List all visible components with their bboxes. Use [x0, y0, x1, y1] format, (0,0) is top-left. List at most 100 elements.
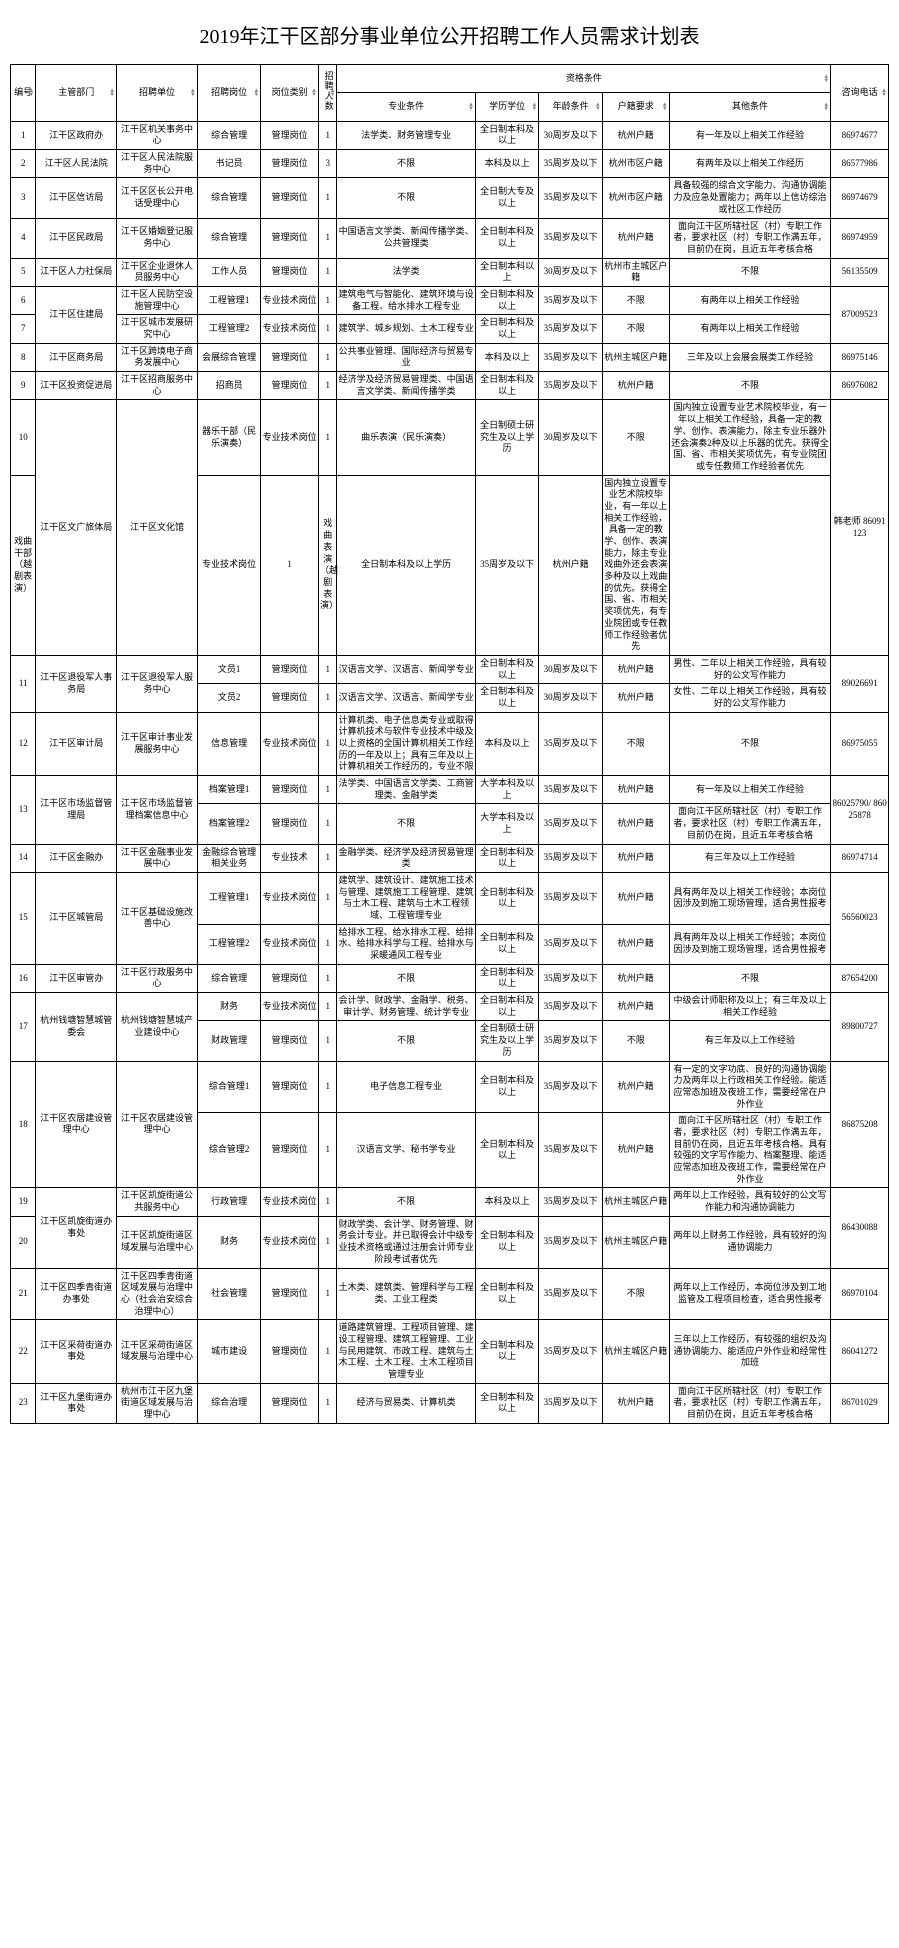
cell-position: 工作人员: [197, 258, 260, 286]
cell-edu: 全日制本科及以上: [475, 286, 538, 314]
cell-count: 1: [319, 1216, 337, 1268]
cell-category: 专业技术岗位: [261, 712, 319, 775]
cell-unit: 江干区人民防空设施管理中心: [117, 286, 198, 314]
cell-edu: 全日制大专及以上: [475, 178, 538, 218]
cell-tel: 86430088: [831, 1188, 889, 1268]
cell-other: 具有两年及以上相关工作经验；本岗位因涉及到施工现场管理，适合男性报考: [669, 872, 831, 924]
cell-num: 6: [11, 286, 36, 314]
cell-num: 17: [11, 993, 36, 1061]
cell-category: 管理岗位: [261, 684, 319, 712]
cell-dept: 江干区金融办: [36, 844, 117, 872]
cell-unit: 江干区文化馆: [117, 400, 198, 655]
cell-edu: 本科及以上: [475, 343, 538, 371]
cell-other: 两年以上工作经验，具有较好的公文写作能力和沟通协调能力: [669, 1188, 831, 1216]
cell-age: 35周岁及以下: [539, 286, 602, 314]
cell-tel: 86974714: [831, 844, 889, 872]
cell-position: 财政管理: [197, 1021, 260, 1061]
cell-count: 1: [319, 872, 337, 924]
cell-num: 3: [11, 178, 36, 218]
cell-tel: 86974959: [831, 218, 889, 258]
cell-position: 综合管理: [197, 964, 260, 992]
cell-edu: 全日制本科及以上: [475, 372, 538, 400]
col-tel[interactable]: 咨询电话▲▼: [831, 65, 889, 122]
cell-tel: 86975146: [831, 343, 889, 371]
table-head: 编号▲▼ 主管部门▲▼ 招聘单位▲▼ 招聘岗位▲▼ 岗位类别▲▼ 招聘人数▲▼ …: [11, 65, 889, 122]
col-edu[interactable]: 学历学位▲▼: [475, 93, 538, 121]
cell-position: 社会管理: [197, 1268, 260, 1320]
cell-huji: 杭州户籍: [602, 372, 669, 400]
col-count[interactable]: 招聘人数▲▼: [319, 65, 337, 122]
cell-num: 2: [11, 150, 36, 178]
cell-edu: 全日制硕士研究生及以上学历: [475, 1021, 538, 1061]
cell-num: 13: [11, 776, 36, 844]
cell-num: 18: [11, 1061, 36, 1188]
cell-other: 有一定的文字功底、良好的沟通协调能力及两年以上行政相关工作经验。能适应常态加班及…: [669, 1061, 831, 1113]
cell-major: 不限: [337, 1188, 475, 1216]
cell-num: 12: [11, 712, 36, 775]
cell-other: 面向江干区所辖社区（村）专职工作者，要求社区（村）专职工作满五年，目前仍在岗，且…: [669, 804, 831, 844]
cell-age: 35周岁及以下: [539, 150, 602, 178]
cell-dept: 江干区审计局: [36, 712, 117, 775]
cell-tel: 56135509: [831, 258, 889, 286]
col-unit[interactable]: 招聘单位▲▼: [117, 65, 198, 122]
cell-major: 建筑学、建筑设计、建筑施工技术与管理、建筑施工工程管理、建筑与土木工程、建筑与土…: [337, 872, 475, 924]
table-row: 21江干区四季青街道办事处江干区四季青街道区域发展与治理中心（社会治安综合治理中…: [11, 1268, 889, 1320]
cell-count: 1: [319, 258, 337, 286]
cell-other: 女性、二年以上相关工作经验，具有较好的公文写作能力: [669, 684, 831, 712]
cell-age: 35周岁及以下: [539, 776, 602, 804]
col-dept[interactable]: 主管部门▲▼: [36, 65, 117, 122]
col-position[interactable]: 招聘岗位▲▼: [197, 65, 260, 122]
cell-other: 两年以上工作经历，本岗位涉及到工地监管及工程项目检查，适合男性报考: [669, 1268, 831, 1320]
cell-category: 管理岗位: [261, 1021, 319, 1061]
cell-edu: 全日制本科及以上: [475, 1320, 538, 1383]
col-age[interactable]: 年龄条件▲▼: [539, 93, 602, 121]
cell-category: 专业技术岗位: [261, 924, 319, 964]
cell-age: 35周岁及以下: [539, 1268, 602, 1320]
cell-huji: 杭州户籍: [602, 1061, 669, 1113]
cell-category: 专业技术: [261, 844, 319, 872]
cell-major: 道路建筑管理、工程项目管理、建设工程管理、建筑工程管理、工业与民用建筑、市政工程…: [337, 1320, 475, 1383]
cell-major: 经济与贸易类、计算机类: [337, 1383, 475, 1423]
cell-edu: 全日制本科及以上: [475, 1113, 538, 1188]
cell-other: 男性、二年以上相关工作经验，具有较好的公文写作能力: [669, 655, 831, 683]
col-num[interactable]: 编号▲▼: [11, 65, 36, 122]
col-other[interactable]: 其他条件▲▼: [669, 93, 831, 121]
cell-count: 1: [261, 475, 319, 655]
cell-major: 中国语言文学类、新闻传播学类、公共管理类: [337, 218, 475, 258]
cell-position: 综合管理1: [197, 1061, 260, 1113]
cell-dept: 江干区文广旅体局: [36, 400, 117, 655]
cell-count: 1: [319, 1268, 337, 1320]
cell-unit: 杭州钱塘智慧城产业建设中心: [117, 993, 198, 1061]
table-row: 5江干区人力社保局江干区企业退休人员服务中心工作人员管理岗位1法学类全日制本科以…: [11, 258, 889, 286]
cell-major: 不限: [337, 178, 475, 218]
cell-age: 35周岁及以下: [539, 1113, 602, 1188]
cell-edu: 全日制本科及以上: [475, 993, 538, 1021]
cell-huji: 杭州户籍: [602, 924, 669, 964]
cell-major: 不限: [337, 964, 475, 992]
cell-edu: 全日制本科及以上: [475, 1061, 538, 1113]
cell-position: 档案管理1: [197, 776, 260, 804]
recruitment-table: 编号▲▼ 主管部门▲▼ 招聘单位▲▼ 招聘岗位▲▼ 岗位类别▲▼ 招聘人数▲▼ …: [10, 64, 889, 1424]
col-major[interactable]: 专业条件▲▼: [337, 93, 475, 121]
cell-major: 土木类、建筑类、管理科学与工程类、工业工程类: [337, 1268, 475, 1320]
cell-tel: 87009523: [831, 286, 889, 343]
cell-category: 专业技术岗位: [261, 1216, 319, 1268]
cell-major: 法学类、中国语言文学类、工商管理类、金融学类: [337, 776, 475, 804]
col-category[interactable]: 岗位类别▲▼: [261, 65, 319, 122]
cell-major: 金融学类、经济学及经济贸易管理类: [337, 844, 475, 872]
cell-position: 财务: [197, 993, 260, 1021]
cell-huji: 杭州户籍: [602, 872, 669, 924]
cell-major: 给排水工程、给水排水工程、给排水、给排水科学与工程、给排水与采暖通风工程专业: [337, 924, 475, 964]
cell-age: 35周岁及以下: [539, 1061, 602, 1113]
table-row: 16江干区审管办江干区行政服务中心综合管理管理岗位1不限全日制本科及以上35周岁…: [11, 964, 889, 992]
cell-other: 不限: [669, 712, 831, 775]
col-huji[interactable]: 户籍要求▲▼: [602, 93, 669, 121]
cell-count: 1: [319, 372, 337, 400]
cell-tel: 86975055: [831, 712, 889, 775]
table-row: 19江干区凯旋街道办事处江干区凯旋街道公共服务中心行政管理专业技术岗位1不限本科…: [11, 1188, 889, 1216]
cell-count: 1: [319, 844, 337, 872]
cell-position: 工程管理2: [197, 315, 260, 343]
cell-category: 管理岗位: [261, 218, 319, 258]
cell-major: 不限: [337, 150, 475, 178]
cell-age: 35周岁及以下: [475, 475, 538, 655]
